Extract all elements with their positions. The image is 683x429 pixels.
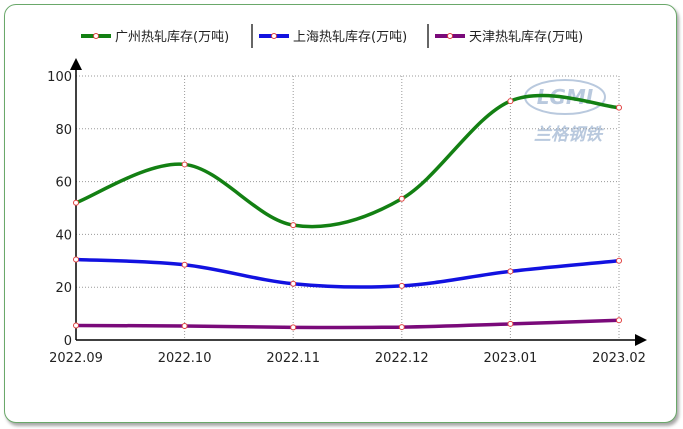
x-axis-arrow	[635, 334, 647, 346]
y-tick-label: 100	[47, 70, 72, 85]
data-point	[616, 104, 622, 111]
legend-marker	[447, 33, 453, 39]
data-point	[73, 256, 79, 263]
data-point	[181, 261, 188, 268]
chart-frame	[4, 4, 677, 423]
data-point	[398, 282, 405, 289]
data-point	[290, 280, 297, 287]
y-tick-label: 60	[55, 176, 72, 191]
x-tick-label: 2023.01	[484, 351, 538, 366]
x-tick-label: 2022.11	[266, 351, 320, 366]
x-tick-label: 2022.09	[49, 351, 103, 366]
watermark-cn-text: 兰格钢铁	[534, 125, 605, 145]
x-tick-label: 2022.12	[375, 351, 429, 366]
data-point	[507, 98, 514, 105]
data-point	[616, 317, 622, 324]
x-tick-label: 2023.02	[592, 351, 646, 366]
watermark-logo: LGMI 兰格钢铁	[524, 79, 606, 145]
legend-label: 上海热轧库存(万吨)	[293, 29, 407, 45]
data-point	[73, 199, 79, 206]
y-tick-label: 40	[55, 228, 72, 243]
series-line-2	[75, 257, 620, 289]
series-line-3	[75, 318, 620, 330]
data-point	[398, 195, 405, 202]
data-point	[181, 161, 188, 168]
y-tick-label: 0	[64, 334, 72, 349]
series-group	[73, 93, 622, 331]
data-point	[616, 257, 622, 264]
legend: 广州热轧库存(万吨) 上海热轧库存(万吨) 天津热轧库存(万吨)	[81, 24, 583, 48]
y-tick-label: 20	[55, 281, 72, 296]
data-point	[290, 324, 297, 331]
tick-labels: 0 20 40 60 80 100 2022.09 2022.10 2022.11 2022.12…	[47, 70, 646, 366]
data-point	[507, 268, 514, 275]
series-line-1	[75, 93, 620, 229]
legend-label: 广州热轧库存(万吨)	[115, 29, 229, 45]
data-point	[181, 323, 188, 330]
data-point	[290, 222, 297, 229]
data-point	[398, 324, 405, 331]
y-tick-label: 80	[55, 123, 72, 138]
x-tick-label: 2022.10	[158, 351, 212, 366]
legend-marker	[93, 33, 99, 39]
grid	[76, 75, 620, 340]
legend-label: 天津热轧库存(万吨)	[469, 29, 583, 45]
data-point	[507, 320, 514, 327]
legend-marker	[271, 33, 277, 39]
data-point	[73, 322, 79, 329]
y-axis-arrow	[70, 58, 82, 70]
